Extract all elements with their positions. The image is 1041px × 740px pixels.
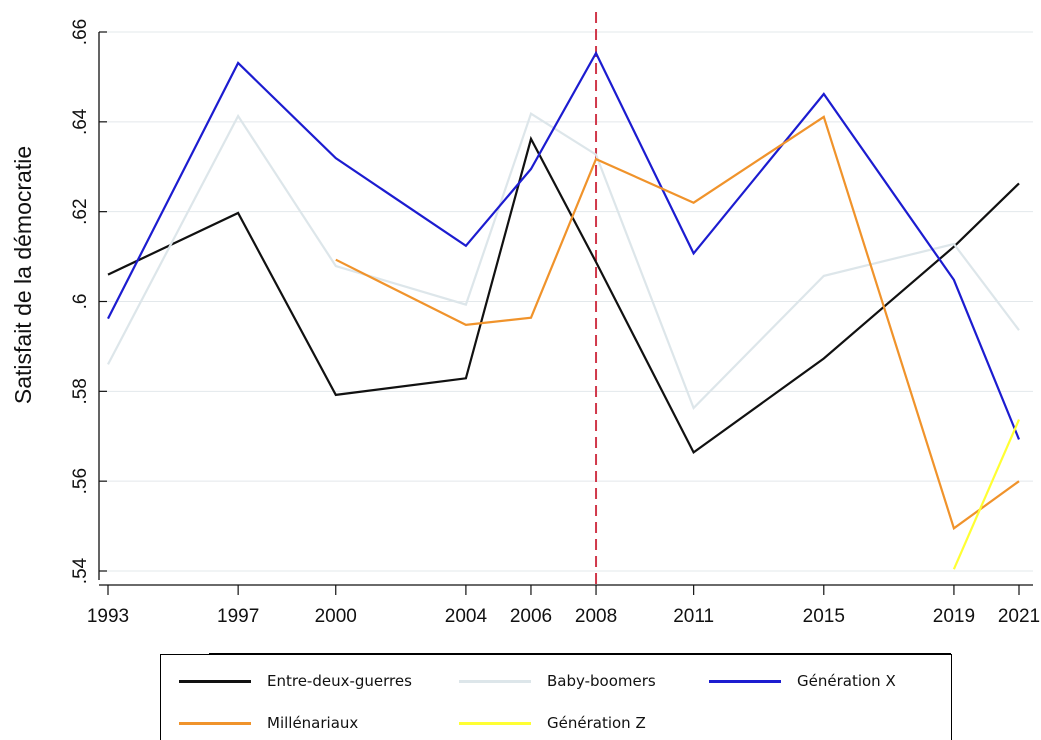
x-tick-label: 2015 (803, 606, 845, 627)
series-lines (107, 50, 1021, 570)
y-tick-label: .6 (70, 294, 91, 310)
y-axis-label: Satisfait de la démocratie (10, 146, 36, 404)
legend-swatch (179, 721, 251, 725)
legend-item-millenariaux: Millénariaux (179, 711, 358, 735)
legend-swatch (709, 679, 781, 683)
x-tick-label: 2011 (673, 606, 714, 627)
legend-label: Génération Z (547, 714, 646, 732)
grid-lines (100, 31, 1033, 572)
legend-swatch (179, 679, 251, 683)
x-tick-label: 2021 (998, 606, 1040, 627)
legend-swatch (459, 679, 531, 683)
legend-label: Millénariaux (267, 714, 359, 732)
legend-label: Génération X (797, 672, 896, 690)
series-line-entre-deux-guerres (107, 135, 1020, 455)
y-tick-label: .58 (70, 378, 91, 404)
x-tick-label: 2008 (575, 606, 617, 627)
legend-label: Baby-boomers (547, 672, 656, 690)
x-tick-label: 2019 (933, 606, 975, 627)
y-tick-label: .66 (70, 19, 91, 45)
y-tick-label: .64 (70, 108, 91, 135)
y-tick-label: .54 (70, 557, 91, 584)
x-tick-label: 2006 (510, 606, 552, 627)
legend: Entre-deux-guerres Baby-boomers Générati… (160, 653, 952, 740)
legend-top-rule (209, 653, 951, 654)
legend-item-generation-z: Génération Z (459, 711, 646, 735)
axes: .54 .56 .58 .6 .62 .64 .66 1993 1997 2000 2004 2006… (70, 19, 1040, 627)
x-tick-label: 2000 (315, 606, 357, 627)
legend-item-baby-boomers: Baby-boomers (459, 669, 656, 693)
x-tick-label: 1997 (217, 606, 259, 627)
x-tick-label: 1993 (87, 606, 129, 627)
series-line-mill-nariaux (335, 115, 1020, 531)
series-line-g-n-ration-x (107, 50, 1021, 440)
y-tick-label: .62 (70, 198, 91, 224)
legend-item-entre-deux-guerres: Entre-deux-guerres (179, 669, 412, 693)
series-line-baby-boomers (107, 112, 1020, 410)
legend-swatch (459, 721, 531, 725)
legend-item-generation-x: Génération X (709, 669, 896, 693)
y-tick-label: .56 (70, 468, 91, 494)
legend-label: Entre-deux-guerres (267, 672, 412, 690)
series-line-g-n-ration-z (952, 419, 1021, 570)
x-tick-label: 2004 (445, 606, 488, 627)
